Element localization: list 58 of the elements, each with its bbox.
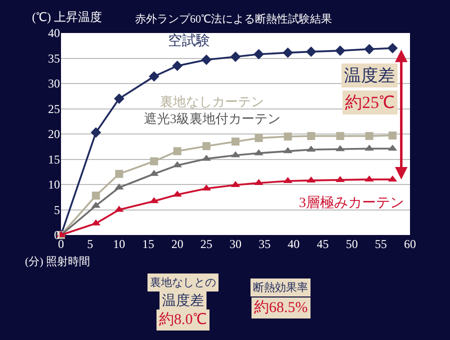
x-tick-label: 20	[171, 237, 184, 251]
x-tick-label: 15	[142, 237, 154, 251]
point	[92, 192, 100, 200]
x-tick-label: 55	[374, 237, 387, 251]
series-label: 遮光3級裏地付カーテン	[144, 111, 280, 126]
x-tick-label: 30	[230, 237, 242, 251]
y-tick-label: 20	[48, 127, 60, 142]
x-tick-label: 50	[346, 237, 358, 251]
y-tick-label: 25	[48, 102, 60, 116]
text: 約8.0℃	[159, 312, 207, 328]
series-label: 裏地なしカーテン	[160, 94, 264, 109]
x-axis-title: (分) 照射時間	[25, 255, 90, 268]
point	[388, 132, 397, 140]
text: 断熱効果率	[253, 281, 308, 294]
point	[364, 44, 374, 54]
y-tick-label: 10	[48, 178, 60, 192]
point	[254, 134, 263, 142]
point	[150, 157, 158, 166]
chart-title: 赤外ランプ60℃法による断熱性試験結果	[135, 12, 332, 26]
point	[335, 45, 346, 56]
text: 約68.5%	[254, 300, 308, 316]
text: 裏地なしとの	[150, 276, 216, 289]
y-tick-label: 30	[48, 76, 60, 91]
y-axis-title: (℃) 上昇温度	[32, 10, 102, 24]
point	[284, 132, 292, 141]
x-tick-label: 45	[316, 237, 329, 251]
point	[202, 142, 210, 150]
x-tick-label: 25	[200, 237, 212, 251]
series-label: 空試験	[168, 33, 210, 49]
point	[201, 54, 212, 65]
x-tick-label: 40	[288, 237, 300, 251]
point	[148, 71, 160, 82]
x-tick-label: 10	[113, 237, 126, 251]
y-tick-label: 40	[48, 26, 60, 40]
legend-label: 3層極みカーテン	[299, 195, 404, 211]
x-tick-label: 60	[404, 237, 416, 251]
point	[254, 49, 264, 60]
point	[336, 132, 344, 140]
point	[230, 52, 241, 62]
point	[387, 42, 398, 54]
point	[115, 170, 124, 178]
point	[90, 127, 102, 138]
point	[172, 60, 183, 72]
y-tick-label: 15	[48, 152, 60, 166]
point	[282, 47, 294, 58]
point	[307, 132, 316, 140]
point	[232, 138, 240, 146]
point	[306, 46, 316, 57]
annotation: 温度差	[344, 66, 395, 85]
point	[173, 147, 182, 156]
point	[365, 132, 374, 140]
point	[114, 93, 124, 104]
x-tick-label: 35	[258, 237, 271, 251]
annotation: 約25℃	[345, 93, 395, 112]
text: 温度差	[162, 293, 204, 309]
y-tick-label: 35	[48, 51, 60, 66]
x-tick-label: 5	[87, 237, 94, 251]
y-tick-label: 5	[54, 202, 60, 217]
